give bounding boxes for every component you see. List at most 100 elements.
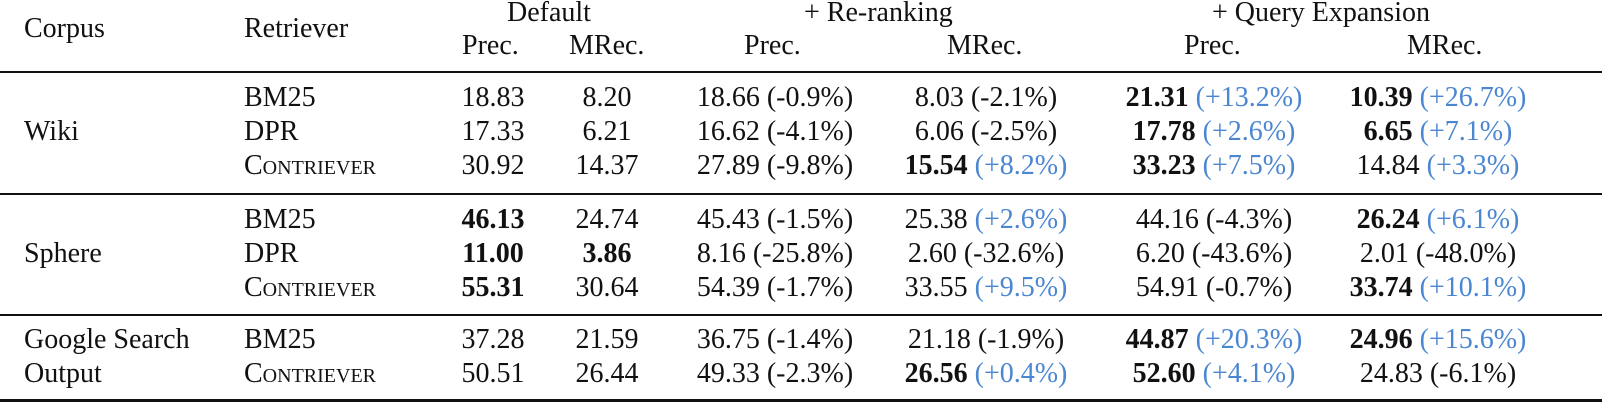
- header-metric: Prec.: [1184, 30, 1241, 61]
- cell-change: (-9.8%): [766, 150, 854, 181]
- table-cell: 10.39 (+26.7%): [1350, 81, 1527, 115]
- cell-value: 15.54: [904, 150, 968, 181]
- table-cell: 8.03 (-2.1%): [915, 81, 1057, 115]
- corpus-label: Sphere: [24, 238, 102, 269]
- header-group-query-expansion: + Query Expansion: [1212, 0, 1430, 28]
- cell-change: (-43.6%): [1191, 238, 1293, 269]
- cell-change: (-0.7%): [1205, 272, 1293, 303]
- table-cell: 26.24 (+6.1%): [1357, 203, 1520, 237]
- cell-value: 24.74: [575, 204, 639, 235]
- table-cell: 25.38 (+2.6%): [905, 203, 1068, 237]
- cell-value: 3.86: [582, 238, 632, 269]
- cell-value: 16.62: [696, 116, 760, 147]
- cell-change: (-4.3%): [1205, 204, 1293, 235]
- table-cell: 24.83 (-6.1%): [1360, 357, 1516, 391]
- table-cell: 15.54 (+8.2%): [905, 149, 1068, 183]
- cell-value: 21.31: [1125, 82, 1189, 113]
- cell-value: 26.56: [904, 358, 968, 389]
- table-cell: 21.31 (+13.2%): [1126, 81, 1303, 115]
- cell-change: (-2.1%): [970, 82, 1058, 113]
- header-metric: Prec.: [744, 30, 801, 61]
- table-cell: 6.06 (-2.5%): [915, 115, 1057, 149]
- cell-value: 44.87: [1125, 324, 1189, 355]
- table-cell: 52.60 (+4.1%): [1133, 357, 1296, 391]
- table-cell: 8.20: [583, 81, 632, 115]
- cell-value: 26.44: [575, 358, 639, 389]
- retriever-label: DPR: [244, 116, 299, 147]
- table-cell: 54.39 (-1.7%): [697, 271, 853, 305]
- table-cell: 46.13: [462, 203, 525, 237]
- header-metric: MRec.: [569, 30, 645, 61]
- bottom-rule: [0, 399, 1602, 402]
- cell-change: (+7.1%): [1419, 116, 1513, 147]
- cell-change: (-0.9%): [766, 82, 854, 113]
- cell-change: (+9.5%): [974, 272, 1068, 303]
- table-cell: 17.78 (+2.6%): [1133, 115, 1296, 149]
- cell-value: 21.59: [575, 324, 639, 355]
- cell-value: 24.96: [1349, 324, 1413, 355]
- cell-change: (-1.4%): [766, 324, 854, 355]
- table-cell: 17.33: [462, 115, 525, 149]
- table-cell: 16.62 (-4.1%): [697, 115, 853, 149]
- cell-value: 8.16: [696, 238, 746, 269]
- cell-change: (+15.6%): [1419, 324, 1527, 355]
- cell-value: 50.51: [461, 358, 525, 389]
- cell-value: 21.18: [907, 324, 971, 355]
- cell-value: 10.39: [1349, 82, 1413, 113]
- cell-change: (+10.1%): [1419, 272, 1527, 303]
- table-cell: 49.33 (-2.3%): [697, 357, 853, 391]
- cell-value: 6.65: [1363, 116, 1413, 147]
- table-cell: 14.84 (+3.3%): [1357, 149, 1520, 183]
- corpus-label: Output: [24, 358, 102, 389]
- cell-value: 2.60: [907, 238, 957, 269]
- table-cell: 8.16 (-25.8%): [697, 237, 853, 271]
- cell-change: (-1.5%): [766, 204, 854, 235]
- table-cell: 26.44: [576, 357, 639, 391]
- retriever-label: Contriever: [244, 272, 376, 303]
- section-rule: [0, 314, 1602, 316]
- cell-change: (+26.7%): [1419, 82, 1527, 113]
- table-cell: 3.86: [583, 237, 632, 271]
- cell-change: (-48.0%): [1415, 238, 1517, 269]
- table-cell: 36.75 (-1.4%): [697, 323, 853, 357]
- table-cell: 50.51: [462, 357, 525, 391]
- cell-change: (+8.2%): [974, 150, 1068, 181]
- cell-change: (+0.4%): [974, 358, 1068, 389]
- header-metric: MRec.: [947, 30, 1023, 61]
- header-retriever: Retriever: [244, 13, 349, 44]
- header-corpus: Corpus: [24, 13, 105, 44]
- table-cell: 18.66 (-0.9%): [697, 81, 853, 115]
- table-cell: 26.56 (+0.4%): [905, 357, 1068, 391]
- cell-value: 36.75: [696, 324, 760, 355]
- cell-value: 2.01: [1359, 238, 1409, 269]
- cell-change: (-4.1%): [766, 116, 854, 147]
- header-group-default: Default: [507, 0, 591, 28]
- retriever-label: BM25: [244, 324, 316, 355]
- cell-change: (+2.6%): [1202, 116, 1296, 147]
- cell-change: (+6.1%): [1426, 204, 1520, 235]
- table-cell: 55.31: [462, 271, 525, 305]
- header-group-reranking: + Re-ranking: [804, 0, 953, 28]
- table-cell: 2.60 (-32.6%): [908, 237, 1064, 271]
- cell-value: 8.03: [914, 82, 964, 113]
- cell-value: 26.24: [1356, 204, 1420, 235]
- cell-change: (+20.3%): [1195, 324, 1303, 355]
- table-cell: 14.37: [576, 149, 639, 183]
- retriever-label: BM25: [244, 204, 316, 235]
- cell-value: 54.39: [696, 272, 760, 303]
- table-cell: 44.87 (+20.3%): [1126, 323, 1303, 357]
- cell-value: 17.78: [1132, 116, 1196, 147]
- retriever-label: BM25: [244, 82, 316, 113]
- cell-value: 37.28: [461, 324, 525, 355]
- cell-change: (+3.3%): [1426, 150, 1520, 181]
- retriever-label: Contriever: [244, 358, 376, 389]
- cell-value: 18.66: [696, 82, 760, 113]
- table-cell: 33.23 (+7.5%): [1133, 149, 1296, 183]
- table-cell: 6.20 (-43.6%): [1136, 237, 1292, 271]
- cell-value: 8.20: [582, 82, 632, 113]
- table-cell: 6.21: [583, 115, 632, 149]
- cell-change: (-2.3%): [766, 358, 854, 389]
- cell-value: 27.89: [696, 150, 760, 181]
- cell-value: 25.38: [904, 204, 968, 235]
